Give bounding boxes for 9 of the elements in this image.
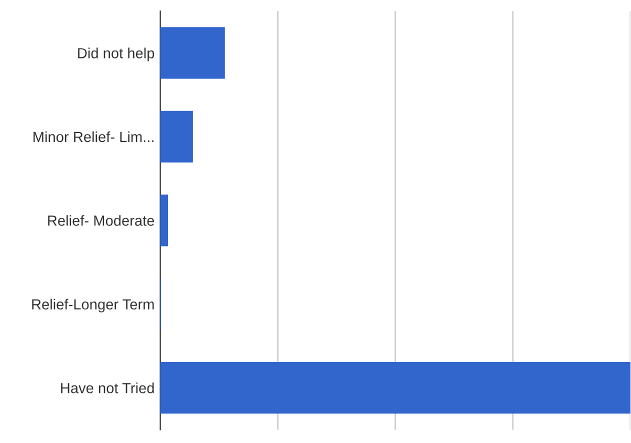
y-tick-label: Minor Relief- Lim... [34,131,154,142]
y-tick-label: Relief- Moderate [48,215,154,226]
bar [160,27,225,79]
y-tick-label: Relief-Longer Term [32,298,154,312]
y-tick-label: Have not Tried [61,382,154,394]
bar [160,362,630,414]
bar [160,110,193,162]
y-tick-label: Did not help [78,48,154,62]
bar [160,194,168,246]
